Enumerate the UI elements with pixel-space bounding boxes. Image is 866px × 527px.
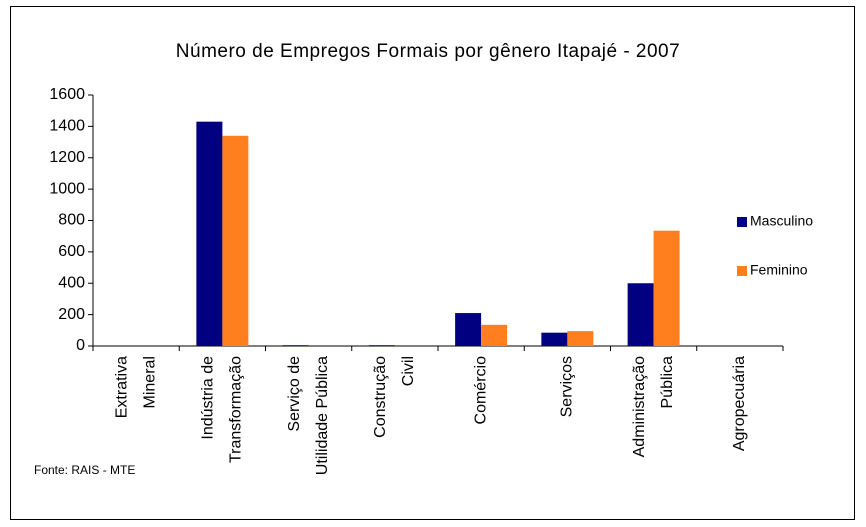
x-tick-label: Comércio xyxy=(472,356,489,425)
bar xyxy=(282,345,309,346)
x-tick-label: Indústria de xyxy=(200,356,217,440)
chart-title: Número de Empregos Formais por gênero It… xyxy=(176,41,680,62)
y-tick-label: 800 xyxy=(58,212,85,229)
bar xyxy=(196,121,223,346)
x-tick-label: Extrativa xyxy=(113,356,130,418)
x-tick-label: Serviço de xyxy=(286,356,303,432)
x-tick-label: Pública xyxy=(659,356,676,409)
y-tick-label: 400 xyxy=(58,274,85,291)
x-tick-label: Construção xyxy=(372,356,389,438)
bar xyxy=(541,332,568,346)
bar xyxy=(653,230,680,346)
bar xyxy=(567,331,594,346)
y-tick-label: 1200 xyxy=(49,149,85,166)
legend-swatch xyxy=(737,217,747,227)
y-tick-label: 200 xyxy=(58,306,85,323)
bar xyxy=(481,324,508,346)
bar xyxy=(455,313,482,346)
y-tick-label: 600 xyxy=(58,243,85,260)
legend-label: Feminino xyxy=(750,262,808,278)
y-tick-label: 0 xyxy=(76,337,85,354)
x-tick-label: Serviços xyxy=(559,356,576,417)
legend-label: Masculino xyxy=(750,213,813,229)
legend-swatch xyxy=(737,266,747,276)
y-tick-label: 1000 xyxy=(49,180,85,197)
x-tick-label: Administração xyxy=(631,356,648,457)
y-tick-label: 1400 xyxy=(49,118,85,135)
chart-frame xyxy=(10,6,855,520)
bar xyxy=(627,283,654,346)
x-tick-label: Mineral xyxy=(141,356,158,408)
bar xyxy=(222,135,249,346)
y-tick-label: 1600 xyxy=(49,86,85,103)
x-tick-label: Civil xyxy=(400,356,417,386)
x-tick-label: Transformação xyxy=(228,356,245,463)
x-tick-label: Utilidade Pública xyxy=(314,356,331,475)
bar xyxy=(368,345,395,346)
source-note: Fonte: RAIS - MTE xyxy=(34,463,135,477)
x-tick-label: Agropecuária xyxy=(731,356,748,451)
